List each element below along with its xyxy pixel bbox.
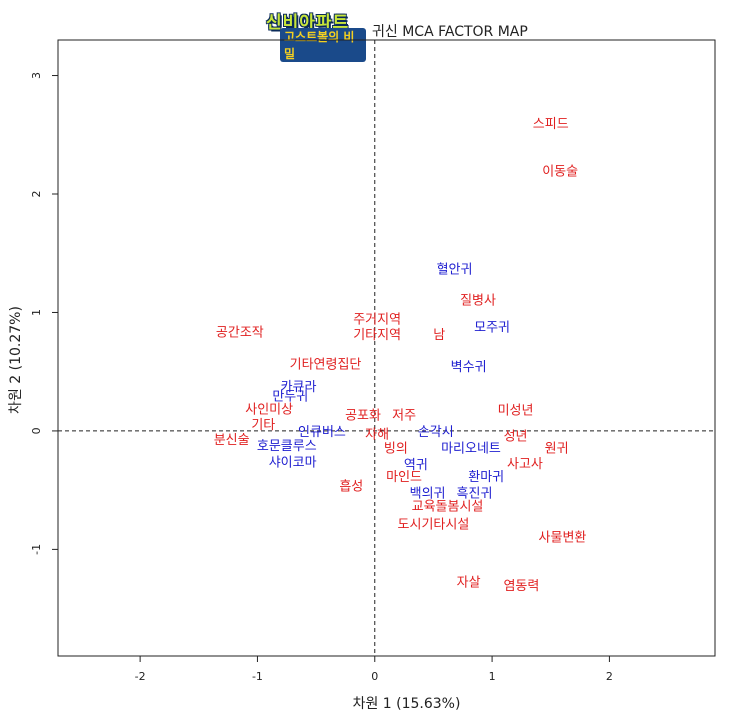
category-point-label: 스피드 <box>533 117 569 132</box>
y-tick-label: 3 <box>30 72 43 79</box>
category-point-label: 성년 <box>504 430 528 445</box>
category-point-label: 자해 <box>365 427 389 442</box>
category-point-label: 분신술 <box>214 433 250 448</box>
individual-point-label: 인큐버스 <box>298 425 346 440</box>
chart-title: 귀신 MCA FACTOR MAP <box>372 24 528 40</box>
category-point-label: 저주 <box>392 408 416 423</box>
y-axis-title: 차원 2 (10.27%) <box>8 306 24 414</box>
y-tick-label: -1 <box>30 544 43 555</box>
x-tick-label: 1 <box>489 670 496 683</box>
individual-point-label: 흑진귀 <box>457 487 493 502</box>
y-tick-label: 0 <box>30 427 43 434</box>
individual-point-label: 샤이코마 <box>269 456 317 471</box>
category-point-label: 미성년 <box>498 404 534 419</box>
category-point-label: 빙의 <box>384 442 408 457</box>
category-point-label: 교육돌봄시설 <box>412 500 484 515</box>
x-tick-label: -2 <box>135 670 146 683</box>
x-tick-label: 2 <box>606 670 613 683</box>
category-point-label: 주거지역 <box>353 312 401 327</box>
individual-point-label: 벽수귀 <box>451 360 487 375</box>
category-point-label: 자살 <box>457 575 481 590</box>
x-axis-title: 차원 1 (15.63%) <box>353 696 461 712</box>
category-point-label: 사고사 <box>507 457 543 472</box>
category-point-label: 공간조작 <box>216 325 264 340</box>
individual-point-label: 만두귀 <box>272 389 308 404</box>
individual-point-label: 손각시 <box>418 425 454 440</box>
individual-point-label: 카큐라 <box>281 380 317 395</box>
individual-point-label: 마리오네트 <box>441 442 501 457</box>
x-tick-label: -1 <box>252 670 263 683</box>
category-point-label: 염동력 <box>503 579 539 594</box>
y-tick-label: 1 <box>30 309 43 316</box>
individual-point-label: 백의귀 <box>410 487 446 502</box>
category-point-label: 이동술 <box>542 164 578 179</box>
individual-point-label: 환마귀 <box>468 470 504 485</box>
category-point-label: 질병사 <box>460 293 496 308</box>
y-tick-label: 2 <box>30 191 43 198</box>
category-point-label: 사인미상 <box>245 402 293 417</box>
category-point-label: 기타연령집단 <box>290 357 362 372</box>
category-point-label: 원귀 <box>545 442 569 457</box>
plot-frame <box>57 39 716 657</box>
category-point-label: 기타 <box>251 418 275 433</box>
category-point-label: 마인드 <box>386 470 422 485</box>
individual-point-label: 호문클루스 <box>257 439 317 454</box>
individual-point-label: 모주귀 <box>474 321 510 336</box>
category-point-label: 흡성 <box>339 479 363 494</box>
category-point-label: 사물변환 <box>539 530 587 545</box>
individual-point-label: 혈안귀 <box>437 263 473 278</box>
category-point-label: 남 <box>433 328 445 343</box>
category-point-label: 공포화 <box>345 408 381 423</box>
category-point-label: 도시기타시설 <box>398 517 470 532</box>
individual-point-label: 역귀 <box>404 458 428 473</box>
x-tick-label: 0 <box>371 670 378 683</box>
category-point-label: 기타지역 <box>353 328 401 343</box>
